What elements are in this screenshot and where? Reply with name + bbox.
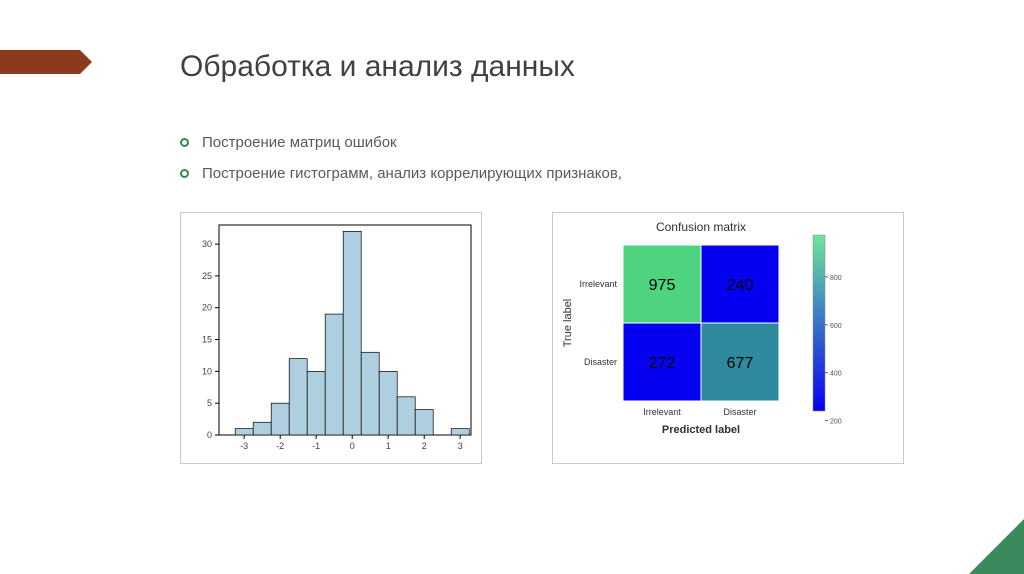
figures-row: 0 5 10 15 20 25 30 -3 -2 -1 0 1 2 3 Confusion matrix 9… xyxy=(180,212,964,464)
histogram-figure: 0 5 10 15 20 25 30 -3 -2 -1 0 1 2 3 xyxy=(180,212,482,464)
svg-text:10: 10 xyxy=(202,366,212,376)
bullet-list: Построение матриц ошибок Построение гист… xyxy=(180,134,964,182)
svg-text:0: 0 xyxy=(207,430,212,440)
svg-text:3: 3 xyxy=(458,441,463,451)
svg-text:Irrelevant: Irrelevant xyxy=(643,407,681,417)
svg-text:0: 0 xyxy=(350,441,355,451)
accent-bar xyxy=(0,50,80,74)
svg-text:1: 1 xyxy=(386,441,391,451)
corner-decoration xyxy=(969,519,1024,574)
slide-content: Обработка и анализ данных Построение мат… xyxy=(180,50,964,464)
svg-text:-2: -2 xyxy=(276,441,284,451)
svg-text:Irrelevant: Irrelevant xyxy=(579,279,617,289)
confusion-svg: Confusion matrix 975 240 272 677 Irrelevant Di… xyxy=(553,213,903,463)
svg-text:600: 600 xyxy=(830,323,842,330)
svg-text:25: 25 xyxy=(202,271,212,281)
svg-text:975: 975 xyxy=(649,277,676,294)
svg-text:20: 20 xyxy=(202,303,212,313)
svg-text:Disaster: Disaster xyxy=(584,357,617,367)
svg-text:5: 5 xyxy=(207,398,212,408)
svg-text:Confusion matrix: Confusion matrix xyxy=(656,220,746,234)
svg-text:2: 2 xyxy=(422,441,427,451)
bullet-item: Построение матриц ошибок xyxy=(180,134,964,151)
svg-text:15: 15 xyxy=(202,335,212,345)
svg-text:800: 800 xyxy=(830,275,842,282)
bullet-item: Построение гистограмм, анализ коррелирую… xyxy=(180,165,964,182)
svg-text:200: 200 xyxy=(830,419,842,426)
svg-text:240: 240 xyxy=(727,277,754,294)
svg-text:272: 272 xyxy=(649,355,676,372)
svg-text:Disaster: Disaster xyxy=(723,407,756,417)
page-title: Обработка и анализ данных xyxy=(180,50,964,84)
svg-text:True label: True label xyxy=(562,299,574,348)
svg-text:30: 30 xyxy=(202,239,212,249)
svg-text:-1: -1 xyxy=(312,441,320,451)
svg-text:Predicted label: Predicted label xyxy=(662,424,740,436)
svg-text:400: 400 xyxy=(830,371,842,378)
svg-text:-3: -3 xyxy=(240,441,248,451)
confusion-matrix-figure: Confusion matrix 975 240 272 677 Irrelevant Di… xyxy=(552,212,904,464)
svg-text:677: 677 xyxy=(727,355,754,372)
histogram-svg: 0 5 10 15 20 25 30 -3 -2 -1 0 1 2 3 xyxy=(181,213,481,463)
